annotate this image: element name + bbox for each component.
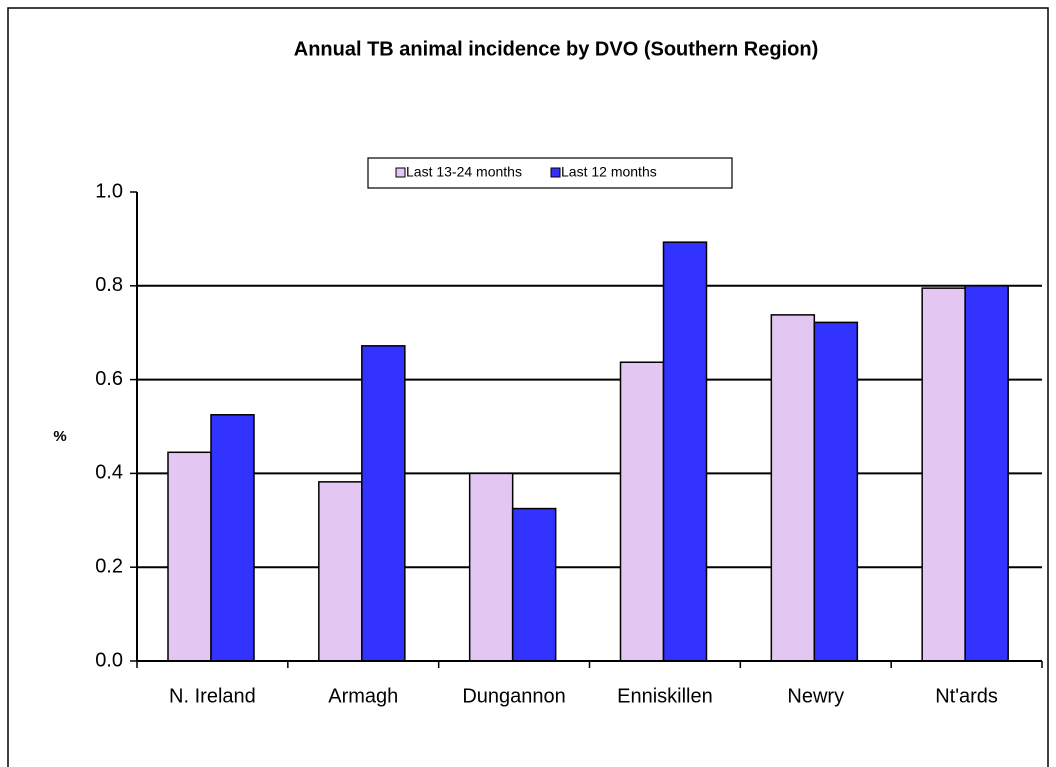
y-tick-label: 0.0 xyxy=(95,649,123,671)
bar xyxy=(964,285,1009,662)
x-tick-label: Enniskillen xyxy=(617,685,713,707)
legend-box xyxy=(367,157,733,189)
bar xyxy=(468,472,514,662)
bar xyxy=(361,345,406,662)
bar xyxy=(813,321,859,662)
bar xyxy=(318,481,363,662)
bar xyxy=(619,361,665,662)
y-tick-label: 0.6 xyxy=(95,368,123,390)
legend-label: Last 12 months xyxy=(561,164,657,180)
y-tick-label: 1.0 xyxy=(95,180,123,202)
x-tick-label: Newry xyxy=(787,685,844,707)
bar xyxy=(511,507,557,662)
chart-title: Annual TB animal incidence by DVO (South… xyxy=(294,38,819,60)
legend-swatch xyxy=(395,167,406,178)
x-tick-label: N. Ireland xyxy=(169,685,256,707)
legend-label: Last 13-24 months xyxy=(406,164,522,180)
bar xyxy=(770,314,816,662)
bar xyxy=(210,414,255,662)
bar xyxy=(167,451,212,662)
y-tick-label: 0.2 xyxy=(95,555,123,577)
bar xyxy=(921,287,966,662)
bar xyxy=(662,241,708,662)
x-tick-label: Armagh xyxy=(328,685,398,707)
y-axis-label: % xyxy=(53,428,66,445)
y-tick-label: 0.4 xyxy=(95,462,123,484)
x-tick-label: Nt'ards xyxy=(935,685,998,707)
x-tick-label: Dungannon xyxy=(462,685,565,707)
y-tick-label: 0.8 xyxy=(95,274,123,296)
legend-swatch xyxy=(550,167,561,178)
